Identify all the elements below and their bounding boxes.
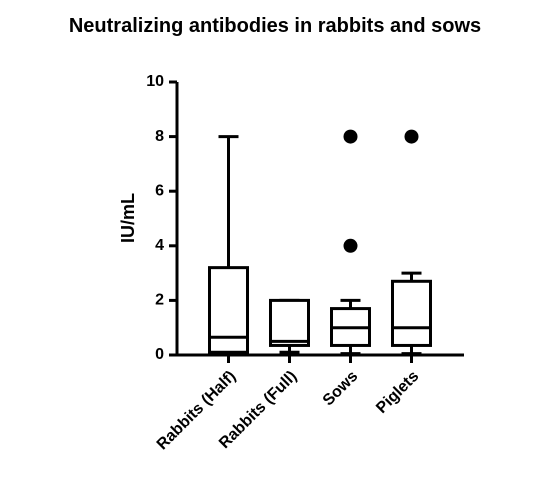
y-tick-label: 0 <box>155 346 164 363</box>
y-tick-label: 2 <box>155 292 164 309</box>
outlier <box>404 129 419 144</box>
y-tick-label: 10 <box>146 73 164 90</box>
chart-title: Neutralizing antibodies in rabbits and s… <box>69 15 481 37</box>
x-tick-label: Sows <box>320 368 362 410</box>
y-tick-label: 4 <box>155 237 164 254</box>
box <box>269 298 310 347</box>
y-tick-label: 6 <box>155 182 164 199</box>
box <box>391 279 432 347</box>
outlier <box>343 238 358 253</box>
box <box>208 266 249 354</box>
x-tick-label: Piglets <box>373 368 422 417</box>
y-axis-label: IU/mL <box>118 193 138 243</box>
y-tick-label: 8 <box>155 128 164 145</box>
outlier <box>343 129 358 144</box>
